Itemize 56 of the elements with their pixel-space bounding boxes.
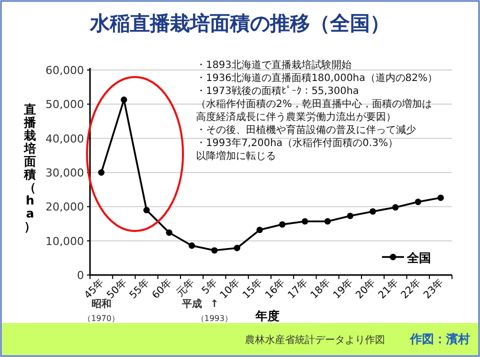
x-tick-label: 19年 — [330, 276, 356, 302]
text: （1970） — [83, 314, 120, 323]
annotation: 以降増加に転じる — [196, 150, 276, 162]
point — [120, 96, 128, 103]
point — [302, 218, 308, 225]
x-tick-label: 15年 — [240, 276, 265, 302]
y-tick-label: 60,000 — [46, 64, 84, 77]
x-tick-label: 22年 — [398, 276, 424, 302]
point — [370, 208, 376, 215]
point — [279, 221, 286, 228]
x-tick-label: 23年 — [421, 276, 446, 302]
annotation: （水稲作付面積の2%，乾田直播中心，面積の増加は — [196, 98, 432, 110]
point — [256, 226, 263, 234]
text: （1993） — [196, 314, 233, 323]
x-tick-label: 55年 — [127, 276, 152, 302]
point — [324, 218, 331, 225]
point — [188, 242, 196, 249]
point — [392, 204, 399, 211]
text: ↑ — [210, 299, 219, 310]
point — [414, 198, 422, 206]
point — [234, 244, 240, 252]
text: 昭和 — [91, 298, 112, 310]
x-tick-label: 18年 — [308, 276, 333, 302]
annotation: 高度経済成長に伴う農業労働力流出が要因） — [196, 111, 396, 123]
x-tick-label: 16年 — [262, 276, 288, 302]
point — [98, 169, 105, 176]
point — [437, 194, 444, 201]
y-tick-label: 50,000 — [46, 98, 84, 112]
legend-label: 全国 — [406, 251, 431, 265]
point — [346, 212, 354, 220]
point — [143, 206, 150, 214]
y-tick-label: 30,000 — [46, 166, 84, 180]
x-tick-label: 60年 — [150, 276, 174, 302]
point — [166, 229, 172, 236]
annotation: ・1993年7,200ha（水稲作付面積の0.3%） — [196, 137, 398, 149]
text: 作図：濱村 — [409, 332, 470, 346]
y-tick-label: 20,000 — [46, 200, 84, 214]
x-tick-label: 元年 — [174, 276, 197, 300]
y-tick-label: 40,000 — [46, 132, 84, 146]
annotation: ・その後、田植機や育苗設備の普及に伴って減少 — [196, 124, 416, 136]
text: 直播栽培面積（ha） — [24, 102, 36, 234]
y-tick-label: 10,000 — [46, 234, 84, 248]
x-tick-label: 5年 — [199, 276, 220, 297]
chart-title: 水稲直播栽培面積の推移（全国） — [89, 11, 390, 35]
text: 農林水産省統計データより作図 — [245, 334, 385, 346]
y-tick-label: 0 — [77, 269, 84, 282]
x-axis-title: 年度 — [254, 309, 280, 323]
x-tick-label: 17年 — [286, 276, 310, 302]
point — [211, 247, 218, 254]
annotation: ・1973戦後の面積ﾋﾟｰｸ：55,300ha — [196, 85, 359, 97]
x-tick-label: 21年 — [376, 276, 401, 302]
x-tick-label: 10年 — [218, 276, 242, 302]
text: 平成 — [180, 298, 202, 310]
annotation: ・1893北海道で直播栽培試験開始 — [196, 59, 352, 71]
x-tick-label: 20年 — [353, 276, 378, 302]
annotation: ・1936北海道の直播面積180,000ha（道内の82%） — [196, 72, 438, 84]
